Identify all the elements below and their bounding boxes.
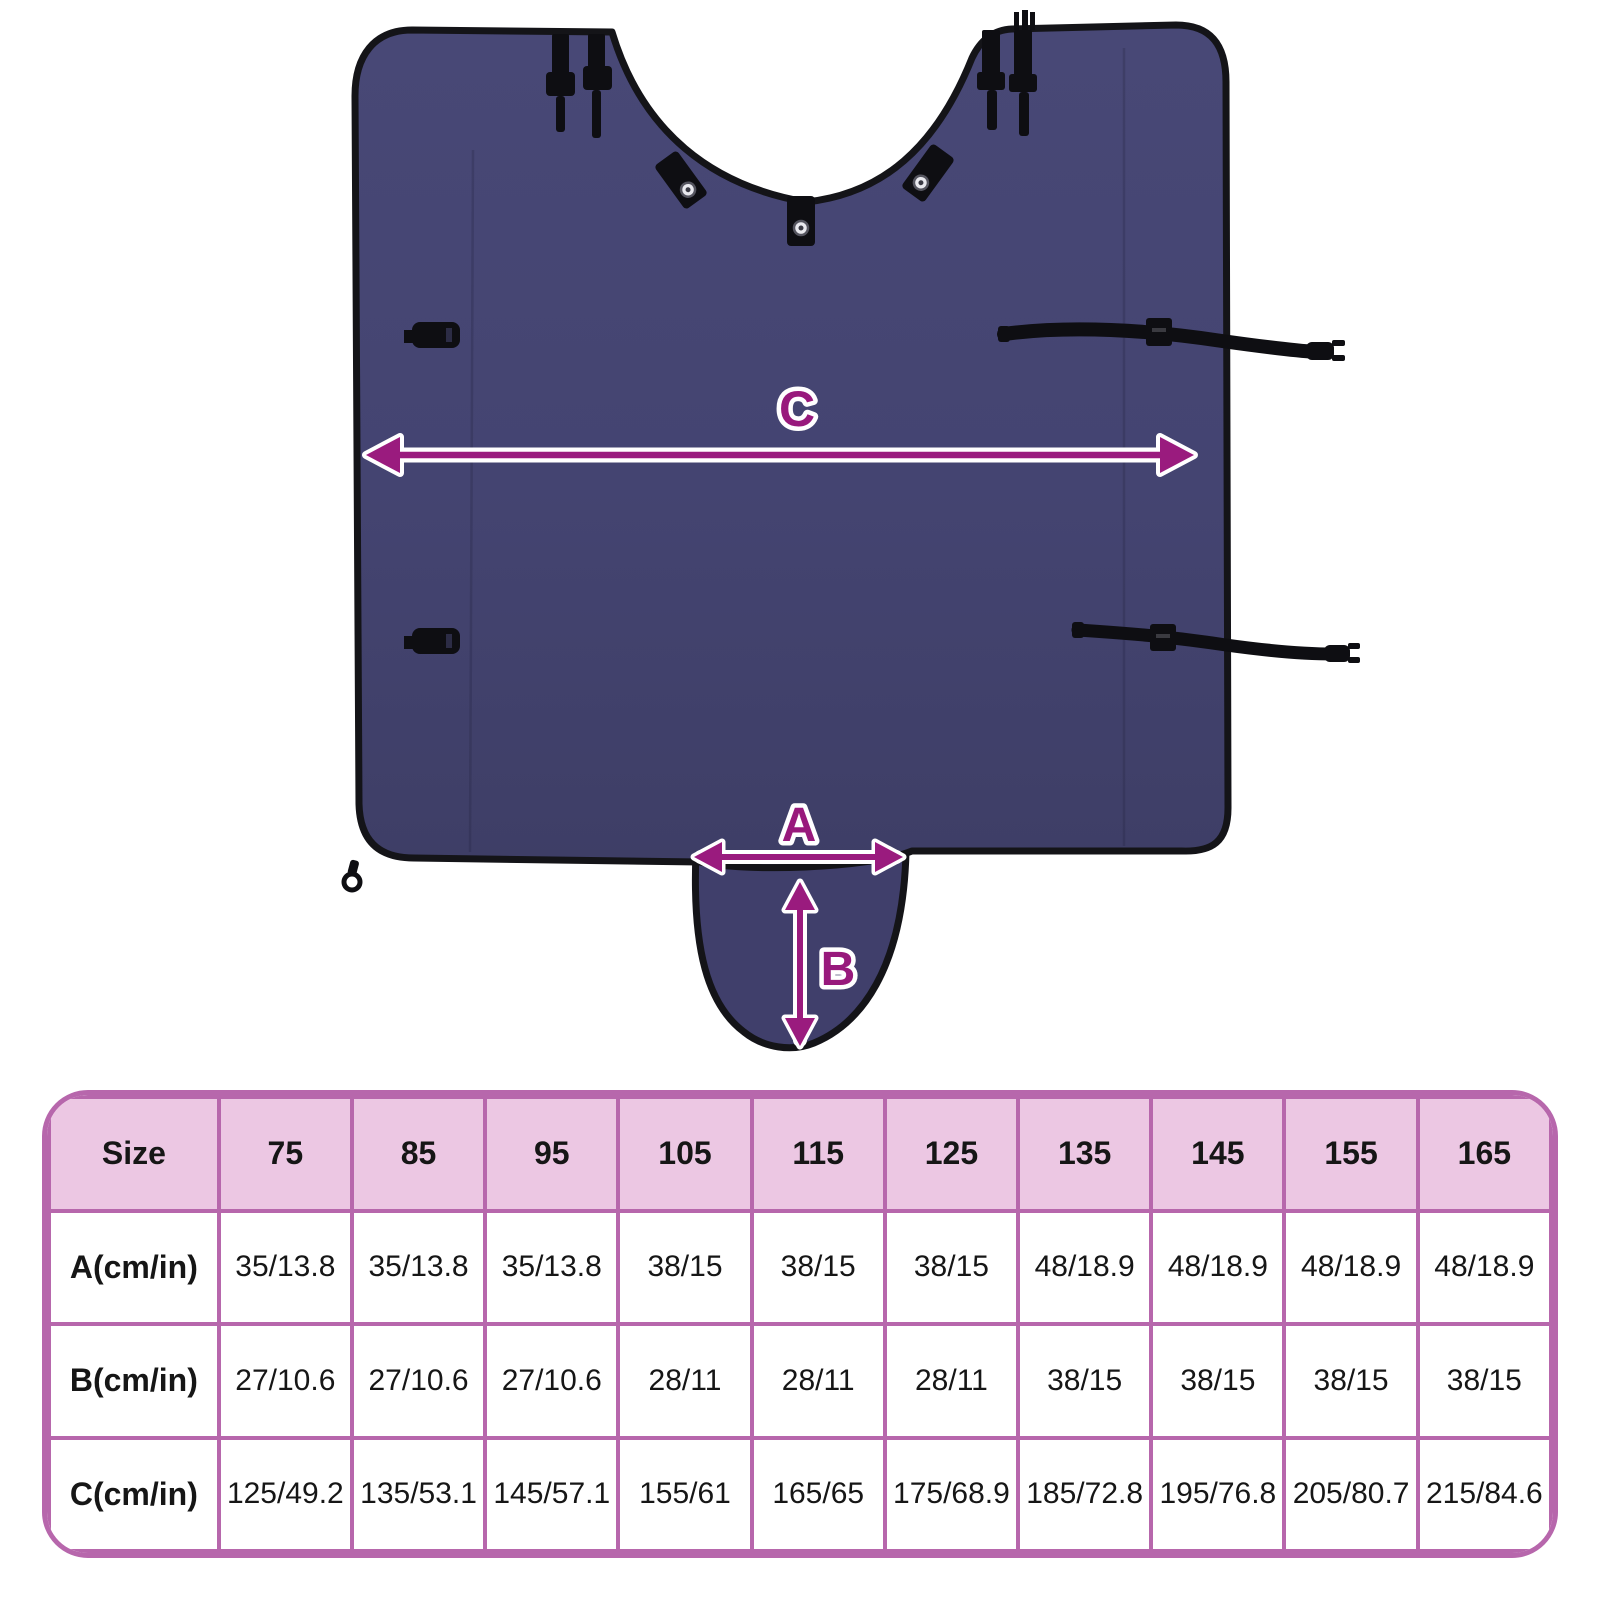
value-cell: 48/18.9	[1149, 1208, 1287, 1326]
value-cell: 27/10.6	[216, 1322, 354, 1440]
blanket-body	[351, 21, 1232, 872]
value-cell: 38/15	[1016, 1322, 1154, 1440]
value-cell: 48/18.9	[1282, 1208, 1420, 1326]
value-cell: 175/68.9	[882, 1435, 1021, 1553]
measure-label-b: B	[821, 943, 856, 996]
neck-strap-right-2	[1009, 10, 1037, 136]
value-cell: 35/13.8	[349, 1208, 488, 1326]
table-row-b: B(cm/in) 27/10.6 27/10.6 27/10.6 28/11 2…	[47, 1322, 1553, 1440]
neck-snap-tab-center	[787, 196, 815, 246]
value-cell: 135/53.1	[349, 1435, 488, 1553]
side-buckle-left-upper	[404, 322, 460, 348]
value-cell: 155/61	[616, 1435, 754, 1553]
side-strap-right-lower	[1071, 622, 1360, 663]
measure-arrow-c	[362, 433, 1198, 477]
neck-snap-tab-right	[902, 144, 954, 202]
header-cell: 105	[616, 1095, 754, 1213]
side-buckle-left-lower	[404, 628, 460, 654]
measure-label-c: C	[779, 381, 815, 437]
row-label-cell: A(cm/in)	[47, 1208, 221, 1326]
value-cell: 195/76.8	[1149, 1435, 1287, 1553]
value-cell: 35/13.8	[483, 1208, 621, 1326]
value-cell: 28/11	[749, 1322, 887, 1440]
row-label-cell: B(cm/in)	[47, 1322, 221, 1440]
neck-strap-left-2	[583, 34, 612, 138]
value-cell: 185/72.8	[1016, 1435, 1154, 1553]
value-cell: 35/13.8	[216, 1208, 354, 1326]
header-cell: 85	[349, 1095, 488, 1213]
table-row-c: C(cm/in) 125/49.2 135/53.1 145/57.1 155/…	[47, 1435, 1553, 1553]
value-cell: 28/11	[616, 1322, 754, 1440]
neck-strap-right-1	[977, 30, 1005, 130]
zipper-pull	[341, 859, 363, 893]
neck-strap-left-1	[546, 34, 575, 132]
table-header-row: Size 75 85 95 105 115 125 135 145 155 16…	[47, 1095, 1553, 1213]
value-cell: 27/10.6	[483, 1322, 621, 1440]
value-cell: 38/15	[749, 1208, 887, 1326]
value-cell: 48/18.9	[1415, 1208, 1553, 1326]
value-cell: 48/18.9	[1016, 1208, 1154, 1326]
header-cell: 115	[749, 1095, 887, 1213]
value-cell: 38/15	[1149, 1322, 1287, 1440]
header-cell: 95	[483, 1095, 621, 1213]
measure-arrow-b	[781, 878, 819, 1050]
value-cell: 38/15	[1282, 1322, 1420, 1440]
value-cell: 215/84.6	[1415, 1435, 1553, 1553]
neck-snap-tab-left	[655, 151, 707, 209]
value-cell: 27/10.6	[349, 1322, 488, 1440]
value-cell: 38/15	[1415, 1322, 1553, 1440]
value-cell: 125/49.2	[216, 1435, 354, 1553]
value-cell: 38/15	[616, 1208, 754, 1326]
header-cell: 75	[216, 1095, 354, 1213]
value-cell: 165/65	[749, 1435, 887, 1553]
value-cell: 205/80.7	[1282, 1435, 1420, 1553]
seam-line-left	[468, 149, 475, 853]
header-cell: Size	[47, 1095, 221, 1213]
header-cell: 135	[1016, 1095, 1154, 1213]
value-cell: 28/11	[882, 1322, 1021, 1440]
row-label-cell: C(cm/in)	[47, 1435, 221, 1553]
header-cell: 155	[1282, 1095, 1420, 1213]
value-cell: 145/57.1	[483, 1435, 621, 1553]
measure-label-a: A	[782, 799, 817, 852]
header-cell: 145	[1149, 1095, 1287, 1213]
header-cell: 165	[1415, 1095, 1553, 1213]
side-strap-right-upper	[997, 318, 1345, 361]
value-cell: 38/15	[882, 1208, 1021, 1326]
garment-diagram: C A B	[341, 10, 1360, 1052]
header-cell: 125	[882, 1095, 1021, 1213]
table-row-a: A(cm/in) 35/13.8 35/13.8 35/13.8 38/15 3…	[47, 1208, 1553, 1326]
measure-arrow-a	[690, 838, 907, 876]
size-table: Size 75 85 95 105 115 125 135 145 155 16…	[42, 1090, 1558, 1558]
